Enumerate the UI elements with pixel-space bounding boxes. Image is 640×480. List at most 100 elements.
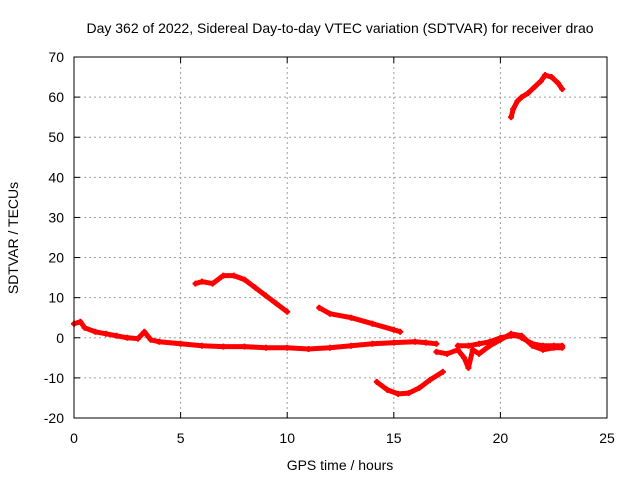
data-point-arc-c-2 [395,390,402,397]
data-point-arc-main-22 [412,338,419,345]
data-point-arc-c-3 [405,390,412,397]
data-point-arc-e-6 [514,332,521,339]
data-point-arc-d-4 [465,364,472,371]
data-point-arc-e-7 [518,334,525,341]
data-point-arc-main-1 [77,318,84,325]
data-point-arc-f-9 [554,80,561,87]
data-point-arc-d-6 [476,350,483,357]
data-point-arc-a-7 [262,292,269,299]
data-point-arc-main-19 [348,342,355,349]
data-point-arc-e-11 [559,342,566,349]
data-series [71,72,566,397]
data-point-arc-d-5 [469,346,476,353]
data-point-arc-d-0 [433,348,440,355]
data-point-arc-b-0 [316,304,323,311]
data-point-arc-a-6 [252,284,259,291]
chart-title: Day 362 of 2022, Sidereal Day-to-day VTE… [86,20,593,36]
data-point-arc-main-17 [305,346,312,353]
data-point-arc-f-7 [542,72,549,79]
data-point-arc-a-3 [220,272,227,279]
data-point-arc-a-1 [198,278,205,285]
data-point-arc-b-5 [397,328,404,335]
x-tick-label-4: 20 [493,430,509,446]
data-point-arc-main-6 [124,334,131,341]
x-tick-label-1: 5 [177,430,185,446]
data-point-arc-e-9 [540,342,547,349]
y-axis-label: SDTVAR / TECUs [5,182,21,294]
series-arc-a [193,273,290,315]
data-point-arc-f-0 [508,114,515,121]
x-tick-label-3: 15 [386,430,402,446]
data-point-arc-f-1 [510,106,517,113]
y-tick-label-2: 0 [56,330,64,346]
y-tick-label-9: 70 [48,49,64,65]
data-point-arc-main-9 [147,336,154,343]
data-point-arc-e-0 [454,342,461,349]
data-point-arc-e-3 [486,338,493,345]
data-point-arc-main-24 [433,340,440,347]
data-point-arc-f-8 [548,74,555,81]
data-point-arc-main-4 [102,330,109,337]
x-tick-label-5: 25 [599,430,615,446]
data-point-arc-e-1 [465,342,472,349]
data-point-arc-d-1 [444,350,451,357]
data-point-arc-main-10 [156,338,163,345]
data-point-arc-a-4 [230,272,237,279]
data-point-arc-main-18 [326,344,333,351]
data-point-arc-a-5 [241,276,248,283]
data-point-arc-a-9 [284,308,291,315]
data-point-arc-e-10 [550,342,557,349]
data-point-arc-main-11 [177,340,184,347]
data-point-arc-main-7 [134,335,141,342]
data-point-arc-b-3 [369,320,376,327]
x-tick-label-0: 0 [70,430,78,446]
data-point-arc-main-16 [284,344,291,351]
data-point-arc-c-0 [373,378,380,385]
data-point-arc-a-8 [273,300,280,307]
data-point-arc-f-6 [537,78,544,85]
data-point-arc-c-6 [439,368,446,375]
data-point-arc-b-2 [348,314,355,321]
data-point-arc-main-2 [81,324,88,331]
data-point-arc-e-4 [497,334,504,341]
data-point-arc-f-5 [531,84,538,91]
y-tick-label-0: -20 [44,410,64,426]
axis-ticks: 0 5 10 15 20 25 -20 -10 0 10 20 30 40 50 60 70 [44,49,615,446]
data-point-arc-main-15 [262,344,269,351]
data-point-arc-main-23 [422,339,429,346]
data-point-arc-main-13 [220,343,227,350]
data-point-arc-b-1 [326,310,333,317]
data-point-arc-c-4 [416,384,423,391]
y-tick-label-4: 20 [48,250,64,266]
data-point-arc-c-5 [427,376,434,383]
grid-lines [74,57,607,418]
x-tick-label-2: 10 [279,430,295,446]
data-point-arc-b-4 [390,326,397,333]
plot-frame [73,56,608,419]
data-point-arc-a-0 [192,280,199,287]
y-tick-label-5: 30 [48,209,64,225]
y-tick-label-7: 50 [48,129,64,145]
x-axis-label: GPS time / hours [287,457,394,473]
data-point-arc-main-5 [113,332,120,339]
y-tick-label-1: -10 [44,370,64,386]
y-tick-label-6: 40 [48,169,64,185]
data-point-arc-main-21 [390,339,397,346]
y-tick-label-8: 60 [48,89,64,105]
data-point-arc-main-14 [241,343,248,350]
data-point-arc-c-1 [384,386,391,393]
data-point-arc-f-3 [518,94,525,101]
data-point-arc-e-8 [529,340,536,347]
data-point-arc-a-2 [209,280,216,287]
data-point-arc-e-2 [476,340,483,347]
data-point-arc-f-10 [559,86,566,93]
data-point-arc-main-12 [198,342,205,349]
data-point-arc-main-20 [369,340,376,347]
data-point-arc-main-3 [92,328,99,335]
data-point-arc-e-5 [508,332,515,339]
y-tick-label-3: 10 [48,290,64,306]
data-point-arc-main-8 [141,328,148,335]
data-point-arc-d-3 [461,354,468,361]
